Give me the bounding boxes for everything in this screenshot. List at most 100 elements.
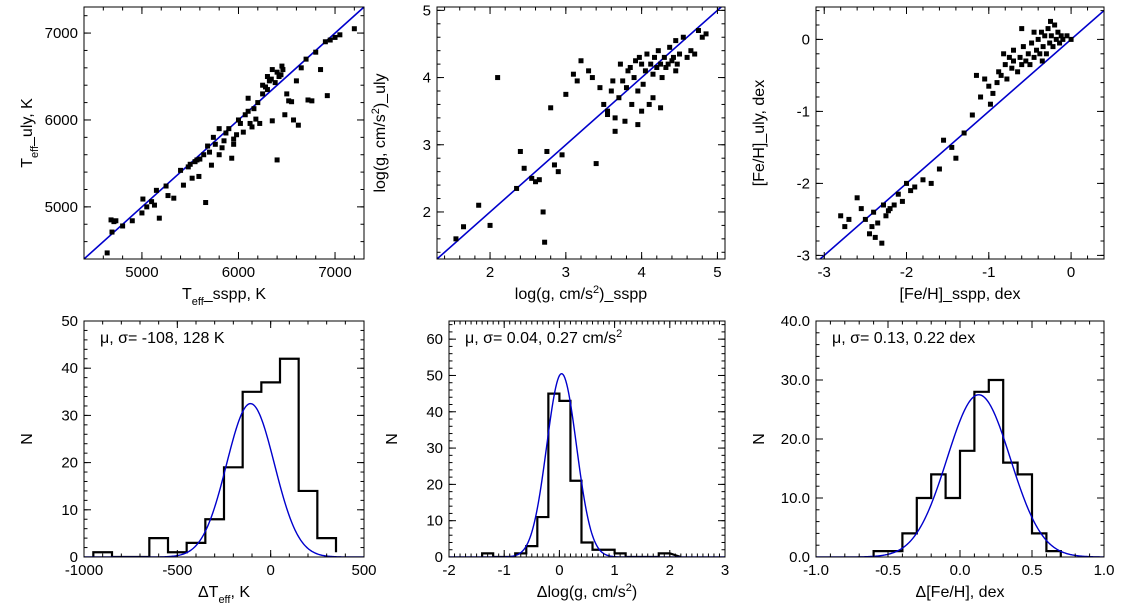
data-point	[280, 67, 286, 73]
data-point	[178, 167, 184, 173]
data-point	[332, 34, 338, 40]
x-axis-label: Δlog(g, cm/s2)	[537, 582, 637, 601]
data-point	[1034, 47, 1040, 53]
x-tick-label: -0.5	[875, 562, 901, 579]
data-point	[1055, 29, 1061, 35]
data-point	[1015, 69, 1021, 75]
data-point	[1025, 51, 1031, 57]
y-axis-label: Teff_uly, K	[19, 98, 41, 168]
x-axis-label: Δ[Fe/H], dex	[916, 584, 1005, 601]
data-point	[1010, 47, 1016, 53]
data-point	[351, 26, 357, 32]
y-tick-label: -3	[797, 247, 810, 264]
data-point	[487, 222, 493, 228]
data-point	[279, 63, 285, 69]
y-tick-label: 50	[426, 367, 443, 384]
x-tick-label: 1.0	[1094, 562, 1115, 579]
data-point	[692, 51, 698, 57]
data-point	[941, 137, 947, 143]
data-point	[650, 71, 656, 77]
data-point	[274, 157, 280, 163]
y-tick-label: 60	[426, 331, 443, 348]
data-point	[639, 61, 645, 67]
data-point	[854, 195, 860, 201]
gaussian-fit-curve	[449, 372, 725, 557]
data-point	[151, 202, 157, 208]
data-point	[605, 108, 611, 114]
data-point	[635, 122, 641, 128]
axes-frame	[448, 320, 726, 558]
data-point	[521, 165, 527, 171]
data-point	[674, 61, 680, 67]
data-point	[646, 101, 652, 107]
data-point	[291, 117, 297, 123]
data-point	[1058, 33, 1064, 39]
data-point	[555, 169, 561, 175]
data-point	[990, 90, 996, 96]
data-point	[866, 231, 872, 237]
y-tick-label: -2	[797, 175, 810, 192]
data-point	[272, 80, 278, 86]
data-point	[284, 91, 290, 97]
plot-area	[84, 7, 364, 259]
data-point	[559, 152, 565, 158]
data-point	[699, 34, 705, 40]
data-point	[293, 78, 299, 84]
panel-2: 2 3 4 5 2 3 4 5 log(g, cm/s2)_sspp log(g, cm/s2)_…	[370, 2, 726, 303]
data-point	[1010, 58, 1016, 64]
data-point	[994, 80, 1000, 86]
data-point	[612, 128, 618, 134]
data-point	[113, 218, 119, 224]
data-point	[327, 37, 333, 43]
data-point	[642, 68, 648, 74]
data-point	[461, 224, 467, 230]
x-tick-label: 0	[266, 562, 274, 579]
data-point	[885, 208, 891, 214]
data-point	[235, 117, 241, 123]
plot-area	[437, 7, 723, 259]
data-point	[229, 155, 235, 161]
data-point	[625, 68, 631, 74]
plot-area	[818, 9, 1104, 259]
plot-area	[816, 378, 1104, 557]
data-point	[969, 112, 975, 118]
data-point	[240, 129, 246, 135]
data-point	[1006, 54, 1012, 60]
y-tick-label: 30.0	[781, 372, 810, 389]
data-point	[234, 132, 240, 138]
data-point	[622, 118, 628, 124]
data-point	[226, 126, 232, 132]
data-point	[153, 187, 159, 193]
data-point	[1019, 62, 1025, 68]
data-point	[680, 34, 686, 40]
data-point	[610, 78, 616, 84]
x-tick-label: 1	[610, 562, 618, 579]
x-tick-label: -2	[442, 562, 455, 579]
x-tick-label: -1.0	[803, 562, 829, 579]
data-point	[322, 39, 328, 45]
y-tick-label: -1	[797, 103, 810, 120]
data-point	[216, 126, 222, 132]
y-axis-label: N	[19, 433, 36, 445]
y-tick-label: 0	[802, 31, 810, 48]
data-point	[1020, 44, 1026, 50]
data-point	[1038, 29, 1044, 35]
x-tick-label: -2	[900, 264, 913, 281]
data-point	[1031, 54, 1037, 60]
data-point	[961, 130, 967, 136]
data-point	[640, 81, 646, 87]
y-axis-label: N	[384, 433, 401, 445]
data-point	[1035, 36, 1041, 42]
data-point	[1037, 51, 1043, 57]
data-point	[608, 88, 614, 94]
data-point	[223, 130, 229, 136]
data-point	[245, 108, 251, 114]
data-point	[278, 72, 284, 78]
data-point	[189, 175, 195, 181]
data-point	[620, 78, 626, 84]
data-point	[221, 138, 227, 144]
data-point	[274, 69, 280, 75]
x-tick-label: 0.0	[950, 562, 971, 579]
reference-line	[437, 7, 723, 259]
data-point	[563, 91, 569, 97]
